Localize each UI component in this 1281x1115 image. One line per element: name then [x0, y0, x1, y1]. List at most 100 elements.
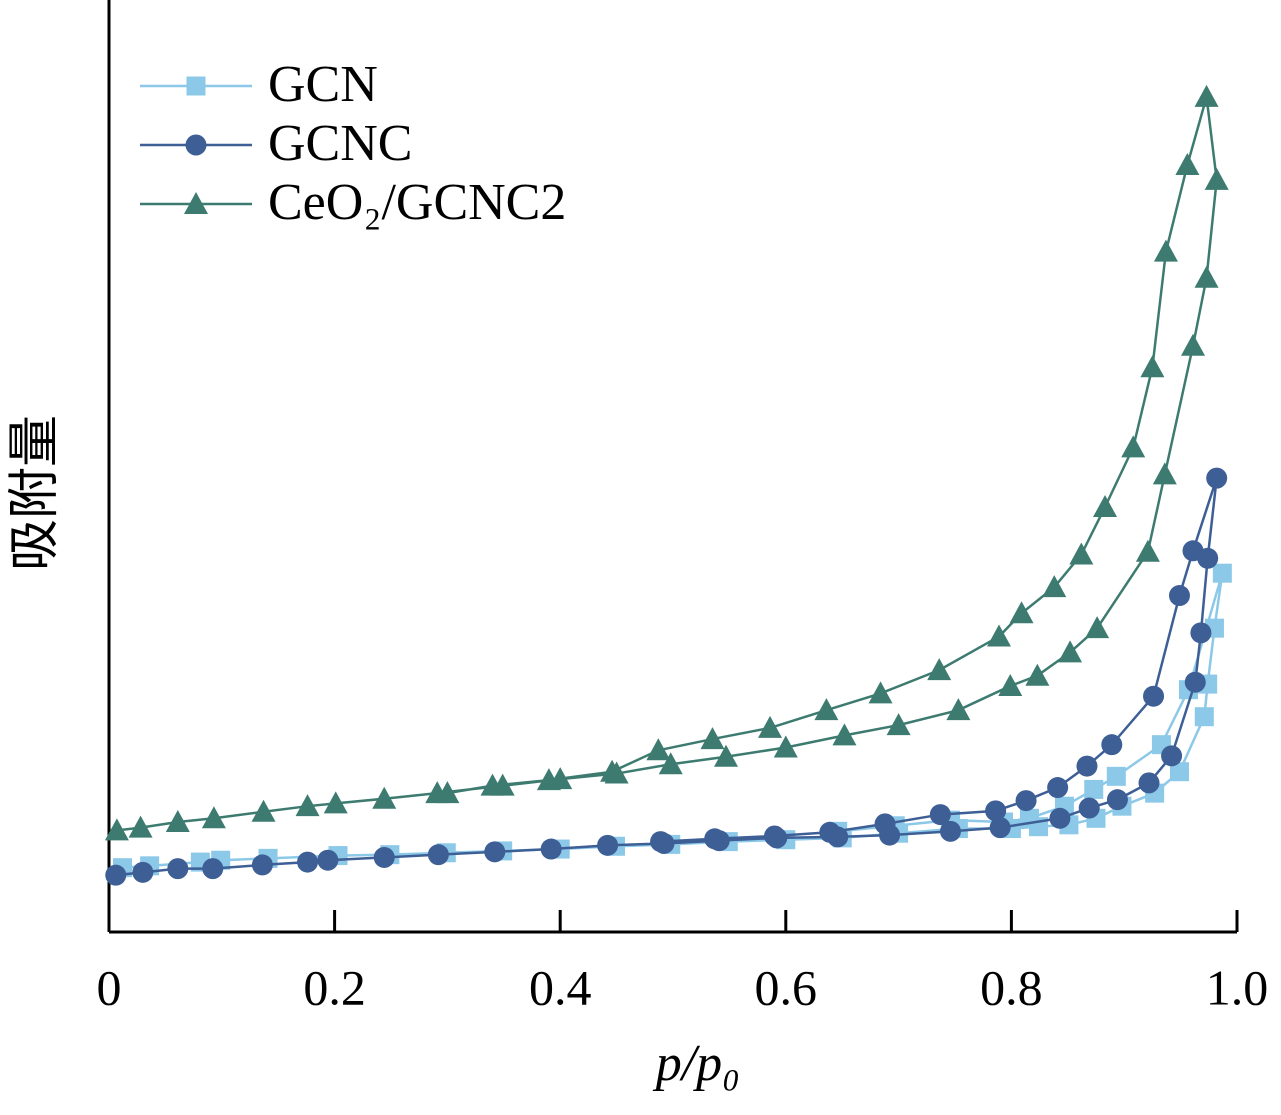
- data-point: [832, 723, 857, 746]
- data-point: [764, 825, 786, 847]
- x-tick-label: 0.6: [755, 959, 818, 1015]
- data-point: [132, 861, 154, 883]
- data-point: [1101, 734, 1123, 756]
- data-point: [1058, 640, 1083, 663]
- data-point: [1153, 239, 1178, 262]
- data-point: [927, 658, 952, 681]
- legend-marker: [184, 192, 208, 214]
- data-point: [297, 851, 319, 873]
- data-point: [1015, 790, 1037, 812]
- data-point: [104, 818, 129, 841]
- legend-label: CeO₂/GCNC2: [268, 174, 566, 231]
- data-point: [939, 820, 961, 842]
- data-point: [1106, 766, 1126, 786]
- data-point: [1121, 435, 1146, 458]
- data-point: [201, 806, 226, 829]
- x-tick-label: 1.0: [1206, 959, 1269, 1015]
- data-point: [1181, 333, 1206, 356]
- data-point: [251, 854, 273, 876]
- data-point: [1184, 671, 1206, 693]
- data-point: [1194, 707, 1214, 727]
- data-point: [600, 759, 625, 782]
- data-point: [1076, 755, 1098, 777]
- data-point: [128, 815, 153, 838]
- data-point: [167, 858, 189, 880]
- data-point: [1135, 539, 1160, 562]
- legend-marker: [186, 76, 206, 96]
- data-point: [700, 727, 725, 750]
- data-point: [105, 864, 127, 886]
- data-point: [1078, 797, 1100, 819]
- data-point: [1084, 779, 1104, 799]
- data-point: [1194, 265, 1219, 288]
- data-point: [650, 831, 672, 853]
- data-point: [998, 673, 1023, 696]
- data-point: [1204, 167, 1229, 190]
- data-point: [1168, 585, 1190, 607]
- data-point: [986, 624, 1011, 647]
- x-tick-label: 0.4: [529, 959, 592, 1015]
- data-point: [1025, 663, 1050, 686]
- data-point: [373, 846, 395, 868]
- data-point: [1009, 601, 1034, 624]
- data-point: [1212, 563, 1232, 583]
- data-point: [1140, 355, 1165, 378]
- data-point: [295, 794, 320, 817]
- data-point: [323, 791, 348, 814]
- data-point: [480, 773, 505, 796]
- data-point: [1138, 772, 1160, 794]
- data-point: [202, 858, 224, 880]
- data-point: [819, 821, 841, 843]
- data-point: [1175, 152, 1200, 175]
- data-point: [929, 804, 951, 826]
- data-point: [1047, 777, 1069, 799]
- data-point: [886, 713, 911, 736]
- data-point: [484, 841, 506, 863]
- legend-label: GCNC: [268, 115, 412, 172]
- data-point: [165, 810, 190, 833]
- data-point: [658, 752, 683, 775]
- data-point: [435, 781, 460, 804]
- data-point: [1206, 467, 1228, 489]
- data-point: [540, 838, 562, 860]
- x-axis-label: p/p₀: [652, 1035, 741, 1092]
- data-point: [985, 800, 1007, 822]
- legend-marker: [185, 134, 207, 156]
- data-point: [1194, 84, 1219, 107]
- data-point: [946, 698, 971, 721]
- data-point: [989, 817, 1011, 839]
- data-point: [704, 828, 726, 850]
- x-tick-label: 0.8: [980, 959, 1043, 1015]
- data-point: [1169, 762, 1189, 782]
- data-point: [1042, 575, 1067, 598]
- y-axis-label: 吸附量: [7, 415, 64, 571]
- data-point: [1190, 622, 1212, 644]
- data-point: [427, 844, 449, 866]
- data-point: [1152, 462, 1177, 485]
- data-point: [714, 744, 739, 767]
- data-point: [646, 738, 671, 761]
- x-tick-label: 0: [97, 959, 122, 1015]
- data-point: [597, 834, 619, 856]
- data-point: [317, 849, 339, 871]
- x-tick-label: 0.2: [303, 959, 366, 1015]
- data-point: [773, 735, 798, 758]
- data-point: [1085, 616, 1110, 639]
- data-point: [372, 786, 397, 809]
- data-point: [1049, 807, 1071, 829]
- data-point: [536, 768, 561, 791]
- data-point: [758, 715, 783, 738]
- data-point: [1182, 540, 1204, 562]
- legend-label: GCN: [268, 56, 378, 113]
- data-point: [1093, 495, 1118, 518]
- data-point: [1161, 745, 1183, 767]
- data-point: [874, 813, 896, 835]
- data-point: [1143, 685, 1165, 707]
- data-point: [814, 698, 839, 721]
- data-point: [1106, 789, 1128, 811]
- data-point: [1069, 542, 1094, 565]
- data-point: [251, 799, 276, 822]
- data-point: [868, 681, 893, 704]
